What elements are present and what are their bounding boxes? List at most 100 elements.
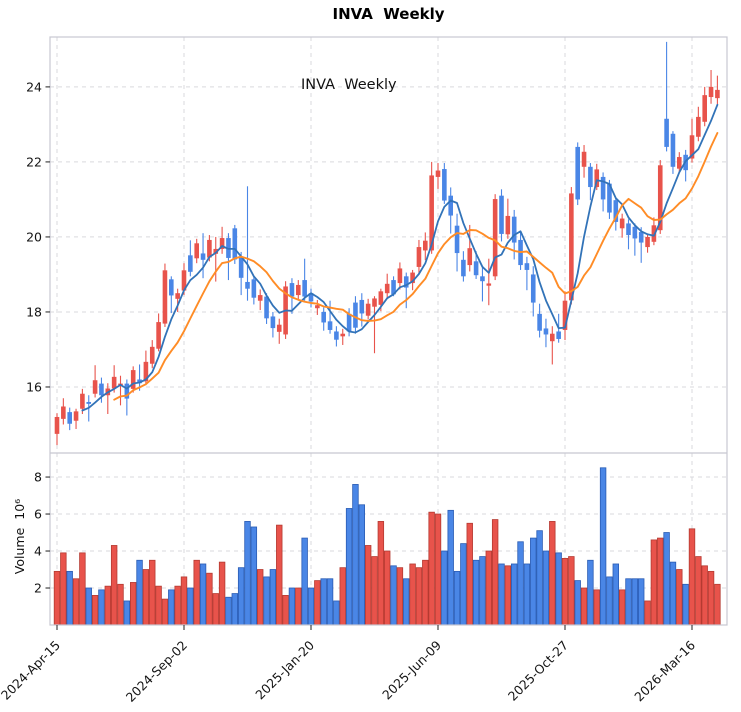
candle-body [149,346,155,364]
volume-bar [66,570,73,626]
volume-bar [161,598,169,626]
candle-body [454,225,460,254]
volume-bar [250,526,258,626]
volume-bar [517,541,524,626]
volume-bar [269,569,277,626]
candle-body [251,279,257,298]
candle-body [194,243,199,259]
volume-bar [187,587,194,626]
volume-bar [117,583,124,626]
candle-body [175,293,180,299]
volume-bar [237,567,245,626]
volume-bar [104,585,111,626]
candle-body [378,291,384,305]
candle-body [638,232,644,243]
candle-body [207,239,212,258]
volume-bar [714,583,721,626]
date-tick-label: 2025-Jan-20 [252,637,317,702]
volume-layer [53,467,721,626]
volume-bar [231,593,238,626]
candle-body [562,300,568,330]
volume-bar [364,545,372,626]
volume-tick-label: 8 [34,470,42,485]
volume-bar [263,576,270,626]
date-tick-label: 2025-Oct-27 [505,638,571,704]
volume-bar [504,565,512,626]
volume-bar [256,569,264,626]
volume-bar [466,522,473,626]
volume-bar [142,569,150,626]
volume-bar [180,576,188,626]
frame-layer [49,36,728,626]
candle-body [181,270,187,291]
volume-bar [523,563,531,626]
candle-body [391,280,396,295]
candle-body [708,86,714,98]
volume-bar [650,539,658,626]
volume-bar [85,587,92,626]
volume-bar [612,563,619,626]
candle-body [403,276,409,288]
candle-body [162,270,168,324]
price-tick-label: 16 [26,379,42,394]
volume-bar [276,524,283,626]
volume-bar [307,587,315,626]
candle-body [73,411,79,421]
volume-bar [123,600,131,626]
candle-body [416,247,422,267]
candle-body [575,146,580,200]
candle-body [200,253,206,260]
candle-body [169,279,174,296]
volume-bar [536,530,543,626]
volume-bar [174,585,181,626]
candle-body [86,401,92,404]
candle-body [581,151,587,167]
volume-bar [644,600,651,626]
volume-bar [295,587,302,626]
candle-body [130,370,136,389]
volume-bar [390,565,397,626]
volume-bar [91,595,99,626]
candle-body [353,302,358,328]
volume-bar [129,582,137,626]
volume-bar [460,543,467,626]
volume-bar [403,578,410,626]
candle-body [327,321,333,330]
price-tick-label: 24 [26,79,42,94]
volume-tick-label: 6 [34,507,42,522]
volume-bar [472,559,480,626]
date-tick-label: 2024-Apr-15 [0,638,63,703]
candle-body [530,274,536,303]
candle-body [245,281,250,289]
candle-body [372,298,377,307]
volume-bar [701,565,708,626]
volume-bar [155,585,162,626]
volume-bar [415,567,423,626]
price-tick-label: 18 [26,304,42,319]
volume-bar [377,521,385,626]
candle-body [238,256,244,278]
volume-bar [352,484,359,626]
candle-body [137,379,142,384]
candle-body [619,218,625,229]
volume-bar [149,559,156,626]
tick-layer [45,86,693,630]
volume-bar [549,521,556,626]
candlestick-layer [54,41,720,446]
volume-bar [676,569,683,626]
volume-bar [110,545,118,626]
candle-body [302,280,307,297]
volume-bar [320,578,327,626]
candle-body [340,333,346,337]
candle-body [588,166,593,188]
volume-tick-label: 2 [34,581,42,596]
volume-bar [244,521,251,626]
date-tick-label: 2025-Jun-09 [379,637,444,702]
candle-body [429,175,434,251]
candle-body [645,236,650,248]
volume-bar [72,578,80,626]
panel-frame [49,36,728,626]
date-tick-label: 2024-Sep-02 [123,638,190,705]
volume-bar [199,563,207,626]
candle-body [702,95,707,122]
